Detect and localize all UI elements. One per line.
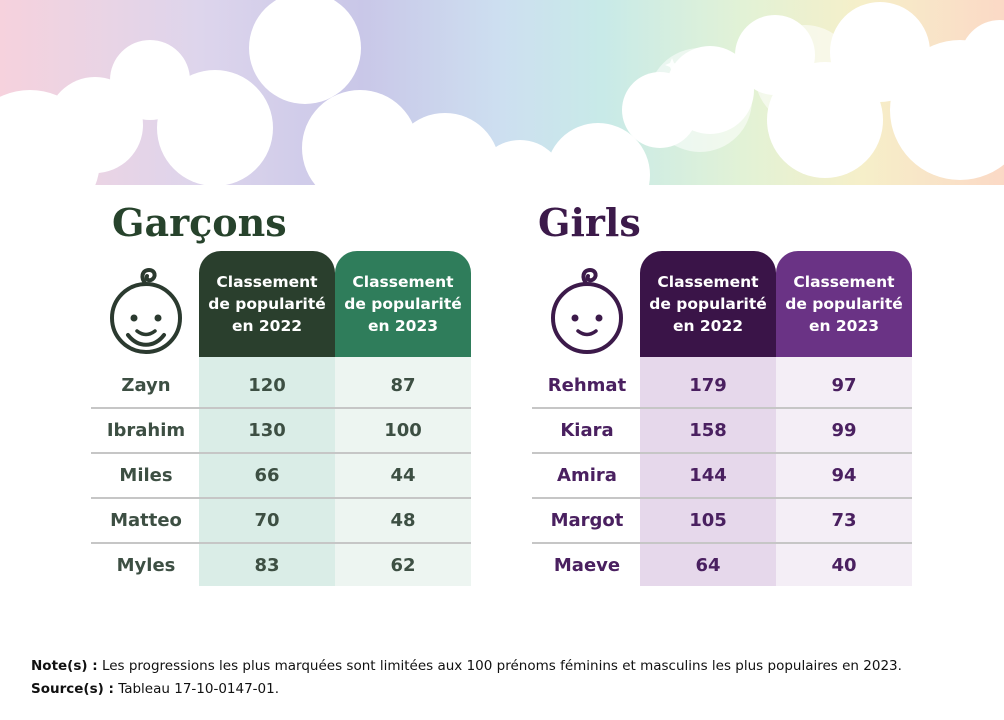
girl-name: Kiara: [560, 420, 614, 441]
rank-2022: 144: [689, 465, 727, 486]
boys-header-2023: Classement de popularité en 2023: [335, 251, 471, 357]
boys-title: Garçons: [112, 200, 287, 245]
rank-2022: 130: [248, 420, 286, 441]
rank-2022: 158: [689, 420, 727, 441]
row-divider: [91, 542, 471, 544]
table-row: Matteo 70 48: [93, 498, 471, 543]
row-divider: [532, 407, 912, 409]
rank-2023: 99: [831, 420, 857, 441]
footnote-note: Note(s) : Les progressions les plus marq…: [31, 656, 902, 676]
rank-2023: 48: [390, 510, 416, 531]
girls-header-2023: Classement de popularité en 2023: [776, 251, 912, 357]
note-label: Note(s) :: [31, 658, 98, 674]
girl-name: Margot: [550, 510, 624, 531]
rank-2023: 87: [390, 375, 416, 396]
source-text: Tableau 17-10-0147-01.: [113, 681, 280, 697]
rank-2022: 64: [695, 555, 721, 576]
boy-name: Ibrahim: [106, 420, 186, 441]
table-row: Margot 105 73: [534, 498, 912, 543]
girls-header-2022: Classement de popularité en 2022: [640, 251, 776, 357]
row-divider: [532, 542, 912, 544]
source-label: Source(s) :: [31, 681, 114, 697]
row-divider: [91, 452, 471, 454]
baby-face-icon: [551, 268, 623, 354]
boy-name: Miles: [119, 465, 173, 486]
girls-col-2023-bg: [776, 357, 912, 586]
table-row: Rehmat 179 97: [534, 363, 912, 408]
girls-title: Girls: [538, 200, 641, 245]
rank-2022: 120: [248, 375, 286, 396]
rank-2023: 94: [831, 465, 857, 486]
boy-name: Matteo: [110, 510, 182, 531]
rank-2022: 83: [254, 555, 280, 576]
table-row: Kiara 158 99: [534, 408, 912, 453]
table-row: Miles 66 44: [93, 453, 471, 498]
rank-2023: 62: [390, 555, 416, 576]
rank-2022: 105: [689, 510, 727, 531]
girl-name: Amira: [557, 465, 617, 486]
rank-2022: 66: [254, 465, 280, 486]
girl-name: Rehmat: [547, 375, 627, 396]
rank-2023: 40: [831, 555, 857, 576]
boys-header-2022: Classement de popularité en 2022: [199, 251, 335, 357]
note-text: Les progressions les plus marquées sont …: [97, 658, 902, 674]
row-divider: [532, 497, 912, 499]
girls-col-2022-bg: [640, 357, 776, 586]
baby-face-icon: [110, 268, 182, 354]
rank-2023: 97: [831, 375, 857, 396]
table-row: Ibrahim 130 100: [93, 408, 471, 453]
footnote-source: Source(s) : Tableau 17-10-0147-01.: [31, 679, 279, 699]
row-divider: [91, 497, 471, 499]
girl-name: Maeve: [553, 555, 621, 576]
boys-col-2022-bg: [199, 357, 335, 586]
row-divider: [532, 452, 912, 454]
table-row: Zayn 120 87: [93, 363, 471, 408]
table-row: Amira 144 94: [534, 453, 912, 498]
rank-2023: 73: [831, 510, 857, 531]
rank-2022: 70: [254, 510, 280, 531]
rank-2023: 100: [384, 420, 422, 441]
boy-name: Zayn: [121, 375, 171, 396]
rank-2023: 44: [390, 465, 416, 486]
rank-2022: 179: [689, 375, 727, 396]
row-divider: [91, 407, 471, 409]
boys-col-2023-bg: [335, 357, 471, 586]
boy-name: Myles: [116, 555, 176, 576]
table-row: Myles 83 62: [93, 543, 471, 588]
table-row: Maeve 64 40: [534, 543, 912, 588]
